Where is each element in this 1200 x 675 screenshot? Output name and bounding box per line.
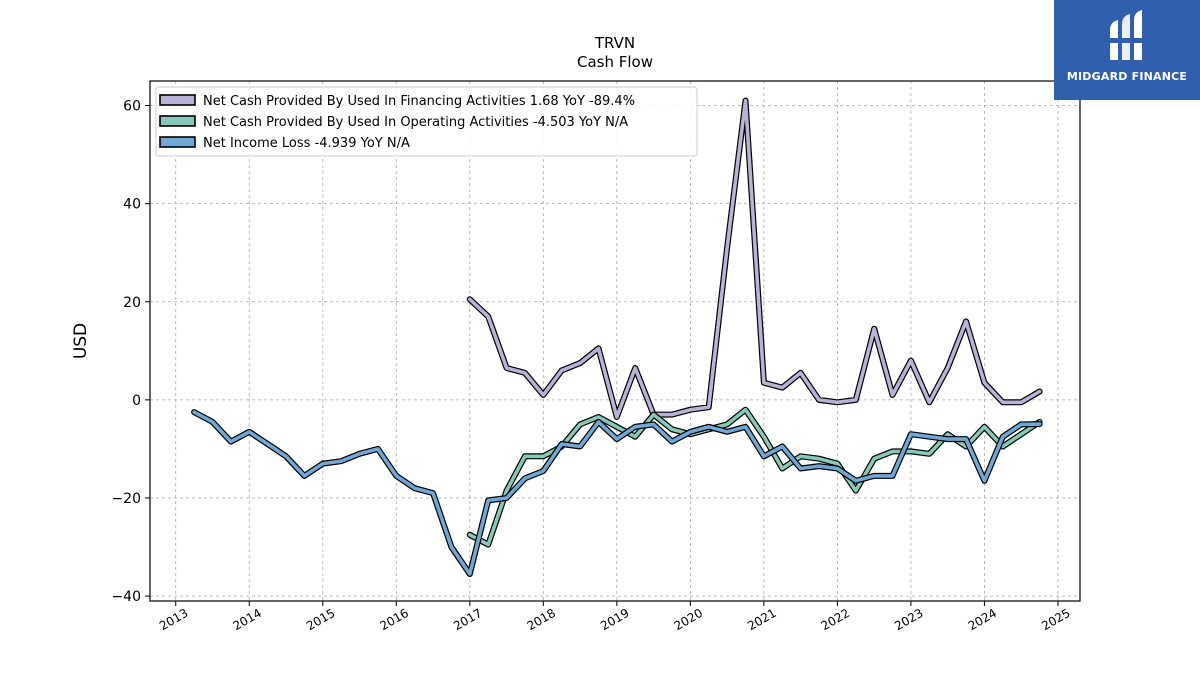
- series-2: [191, 409, 1043, 577]
- x-tick-label: 2023: [892, 606, 925, 633]
- x-tick-label: 2015: [304, 606, 337, 633]
- x-tick-label: 2018: [525, 606, 558, 633]
- series-line: [467, 98, 1042, 419]
- y-tick-label: −40: [111, 589, 141, 605]
- legend-label: Net Cash Provided By Used In Financing A…: [203, 94, 635, 109]
- legend-swatch: [159, 115, 196, 127]
- plot-area-frame: [149, 80, 1081, 602]
- grid-lines: [150, 81, 1080, 601]
- x-tick-label: 2020: [672, 606, 705, 633]
- series-line: [192, 410, 1042, 576]
- legend-label: Net Cash Provided By Used In Operating A…: [203, 115, 628, 130]
- x-tick-label: 2016: [378, 606, 411, 633]
- x-tick-label: 2013: [157, 606, 190, 633]
- brand-logo: MIDGARD FINANCE: [1054, 0, 1200, 100]
- series-line: [467, 407, 1042, 547]
- legend-label: Net Income Loss -4.939 YoY N/A: [203, 136, 410, 151]
- y-tick-label: 20: [123, 295, 141, 311]
- chart-subtitle: Cash Flow: [577, 53, 653, 71]
- series-lines: [191, 97, 1043, 577]
- chart-title: TRVN: [594, 34, 635, 52]
- x-tick-label: 2025: [1039, 606, 1072, 633]
- y-tick-label: −20: [111, 491, 141, 507]
- x-tick-label: 2021: [745, 606, 778, 633]
- x-tick-label: 2014: [231, 606, 264, 633]
- legend-swatch: [159, 136, 196, 148]
- brand-name: MIDGARD FINANCE: [1066, 70, 1188, 83]
- axis-ticks: 2013 2014 2015 2016 2017 2018 2019 2020 2021 2022…: [111, 99, 1072, 634]
- y-tick-label: 40: [123, 197, 141, 213]
- series-0: [466, 97, 1043, 420]
- x-tick-label: 2024: [966, 606, 999, 633]
- series-1: [466, 406, 1043, 548]
- legend-box: [155, 86, 698, 157]
- brand-mark-icon: [1108, 10, 1144, 60]
- series-line-outline: [466, 406, 1043, 548]
- y-tick-label: 60: [123, 99, 141, 115]
- x-tick-label: 2022: [819, 606, 852, 633]
- y-axis-label: USD: [71, 323, 91, 359]
- y-tick-label: 0: [132, 393, 141, 409]
- x-tick-label: 2019: [598, 606, 631, 633]
- x-tick-label: 2017: [451, 606, 484, 633]
- legend-swatch: [159, 94, 196, 106]
- legend: Net Cash Provided By Used In Financing A…: [155, 86, 698, 157]
